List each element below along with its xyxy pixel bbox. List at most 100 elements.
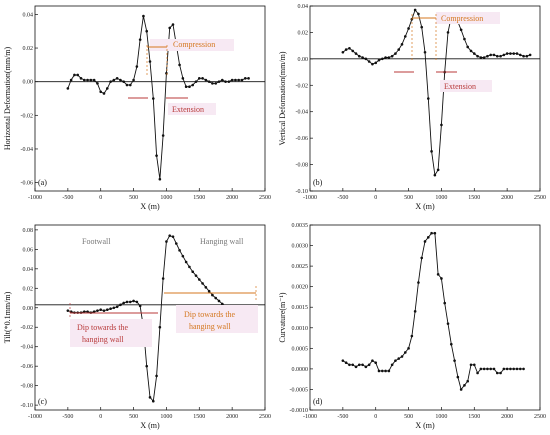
data-point [456, 375, 460, 379]
data-point [472, 52, 476, 55]
data-point [168, 26, 172, 30]
data-point [380, 369, 384, 373]
data-point [99, 308, 103, 312]
data-point [486, 367, 489, 371]
data-point [122, 80, 126, 83]
extension-highlight-a [168, 103, 216, 115]
data-point [151, 97, 155, 100]
data-point [76, 73, 80, 77]
dip-right-line2: hanging wall [189, 322, 231, 331]
data-point [426, 97, 430, 100]
data-point [220, 78, 224, 82]
y-tick-label: -0.0005 [290, 387, 309, 393]
data-point [344, 48, 348, 51]
data-point [459, 28, 463, 32]
y-tick-label: -0.04 [21, 147, 34, 153]
data-point [105, 308, 109, 312]
data-point [499, 371, 502, 375]
data-point [125, 300, 129, 304]
data-point [367, 363, 371, 367]
data-point [341, 359, 345, 362]
data-point [86, 310, 89, 313]
data-point [135, 300, 139, 304]
x-tick-label: 2000 [501, 414, 513, 420]
data-point [371, 359, 374, 362]
data-point [115, 77, 119, 80]
y-tick-label: 0.0000 [292, 367, 309, 373]
data-point [505, 52, 509, 55]
dip-left-highlight [70, 319, 152, 347]
data-point [188, 85, 191, 89]
x-tick-label: 1000 [160, 414, 172, 420]
y-axis-label: Tilt(*0.1mm/m) [3, 291, 12, 343]
data-point [479, 56, 483, 59]
data-point [397, 48, 401, 51]
compression-label-a: Compression [173, 40, 215, 49]
data-point [509, 367, 512, 371]
data-point [351, 49, 355, 53]
data-point [82, 310, 86, 313]
data-point [394, 359, 397, 362]
data-point [476, 371, 479, 375]
x-tick-label: 0 [374, 414, 377, 420]
data-point [197, 278, 201, 281]
data-point [132, 299, 135, 303]
x-tick-label: 2000 [501, 195, 513, 201]
data-point [469, 363, 473, 367]
data-point [201, 77, 204, 80]
data-point [145, 29, 149, 33]
data-point [96, 309, 99, 312]
y-tick-label: -0.02 [296, 83, 309, 89]
data-point [446, 322, 450, 325]
plot-frame [309, 224, 541, 411]
data-point [354, 52, 358, 55]
data-point [423, 240, 427, 243]
x-tick-label: 500 [404, 414, 413, 420]
y-tick-label: 0.04 [23, 12, 34, 18]
plot-frame [309, 5, 541, 192]
data-point [224, 80, 227, 83]
data-point [240, 78, 244, 82]
data-point [430, 231, 433, 235]
data-point [247, 77, 250, 80]
data-point [102, 309, 106, 312]
data-point [168, 234, 172, 238]
data-point [449, 342, 453, 346]
data-point [171, 235, 175, 238]
data-point [469, 49, 473, 53]
data-point [515, 52, 519, 55]
data-point [201, 282, 204, 285]
panel-d-curvature: -1000 -500 0 500 1000 1500 2000 2500 0.0035 0.003… [278, 223, 546, 430]
data-point [499, 54, 502, 58]
x-tick-label: 0 [374, 195, 377, 201]
data-point [119, 303, 122, 307]
y-tick-label: -0.08 [21, 384, 34, 390]
data-point [413, 310, 417, 313]
y-tick-label: 0.02 [23, 286, 34, 292]
data-point [518, 53, 522, 57]
y-tick-label: -0.10 [296, 189, 309, 195]
x-tick-label: 1500 [193, 414, 205, 420]
data-point [417, 12, 420, 16]
data-point [420, 256, 424, 260]
data-point [158, 325, 162, 329]
panel-c-annotations: Footwall Hanging wall Dip towards the ha… [69, 237, 258, 347]
data-point [400, 355, 404, 358]
data-point [492, 53, 496, 57]
data-point [109, 80, 112, 83]
data-point [361, 56, 364, 59]
data-point [466, 45, 470, 49]
y-tick-label: 0.0025 [292, 264, 309, 270]
y-tick-label: -0.02 [21, 325, 34, 331]
data-point [341, 50, 345, 54]
data-point [387, 56, 391, 59]
data-point [178, 63, 181, 67]
y-tick-label: 0.00 [298, 57, 309, 63]
data-point [436, 273, 440, 276]
data-point [361, 363, 364, 367]
data-point [430, 150, 433, 153]
data-point [243, 77, 247, 80]
y-axis-label: Horizontal Deformation(mm/m) [3, 47, 12, 151]
data-point [188, 265, 191, 269]
data-point [413, 8, 417, 12]
